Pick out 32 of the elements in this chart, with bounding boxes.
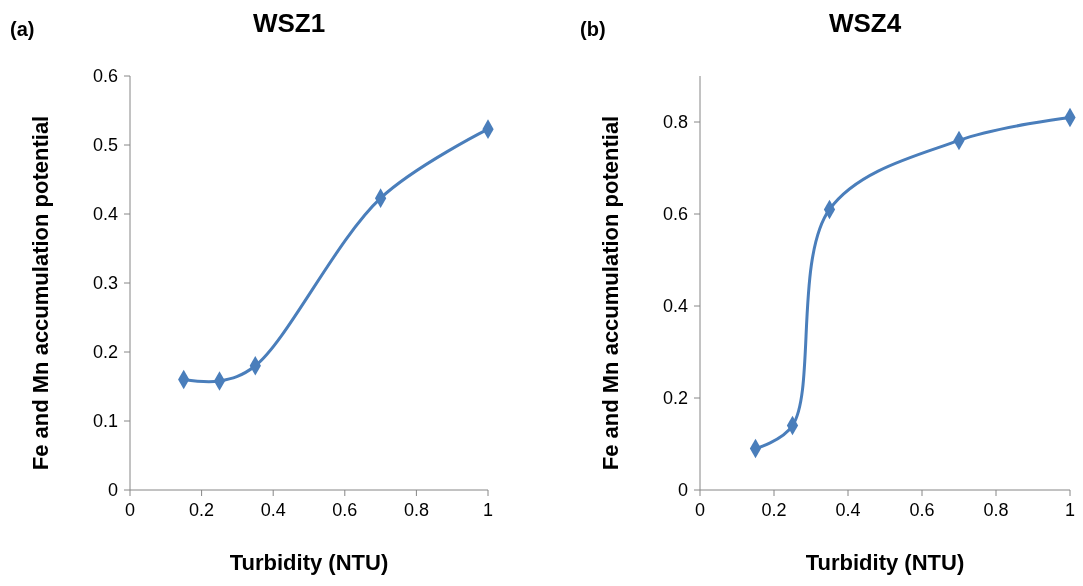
chart-title: WSZ4 xyxy=(828,8,902,38)
y-tick-label: 0.2 xyxy=(92,342,118,363)
y-axis-title: Fe and Mn accumulation potential xyxy=(598,115,623,471)
y-tick-label: 0.4 xyxy=(92,204,118,225)
y-tick-label: 0.1 xyxy=(92,411,118,432)
y-tick-label: 0.4 xyxy=(662,296,688,317)
y-tick-label: 0.6 xyxy=(662,204,688,225)
y-tick-label: 0.3 xyxy=(92,273,118,294)
y-tick-label: 0 xyxy=(677,480,688,501)
y-tick-label: 0 xyxy=(107,480,118,501)
x-tick-label: 0.6 xyxy=(332,500,358,520)
x-tick-label: 0.4 xyxy=(835,500,861,520)
y-tick-label: 0.5 xyxy=(92,135,118,156)
x-tick-label: 0 xyxy=(124,500,136,520)
y-tick-label: 0.8 xyxy=(662,112,688,133)
x-tick-label: 0.8 xyxy=(983,500,1009,520)
y-axis-title: Fe and Mn accumulation potential xyxy=(28,115,53,471)
x-tick-label: 0.4 xyxy=(260,500,286,520)
x-tick-label: 0.6 xyxy=(909,500,935,520)
x-axis-title: Turbidity (NTU) xyxy=(805,550,965,575)
x-tick-label: 0.2 xyxy=(189,500,215,520)
y-tick-label: 0.2 xyxy=(662,388,688,409)
text: (a) xyxy=(10,18,35,40)
x-tick-label: 0.8 xyxy=(403,500,429,520)
chart-title: WSZ1 xyxy=(252,8,326,38)
text: (b) xyxy=(580,18,606,40)
x-tick-label: 1 xyxy=(1064,500,1076,520)
y-tick-label: 0.6 xyxy=(92,66,118,87)
x-tick-label: 0 xyxy=(694,500,706,520)
x-axis-title: Turbidity (NTU) xyxy=(229,550,389,575)
x-tick-label: 0.2 xyxy=(761,500,787,520)
x-tick-label: 1 xyxy=(482,500,494,520)
